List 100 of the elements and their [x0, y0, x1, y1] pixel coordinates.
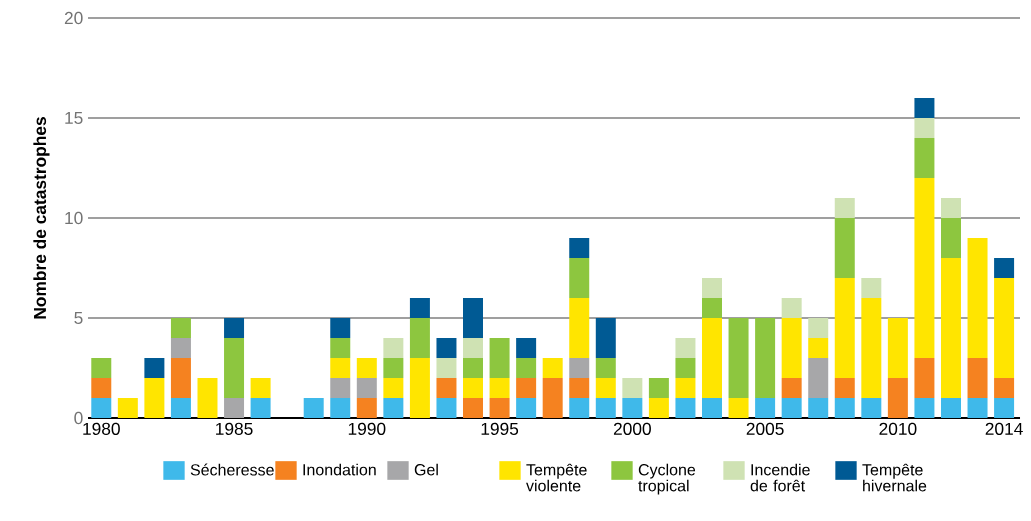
bar: [356, 398, 377, 418]
bar: [330, 338, 351, 358]
bar: [994, 378, 1015, 398]
bar: [755, 398, 776, 418]
legend-label: Inondation: [303, 463, 376, 476]
y-tick-label: 0: [74, 411, 83, 425]
bar: [648, 378, 669, 398]
bar: [781, 378, 802, 398]
bar: [463, 378, 484, 398]
x-tick-label: 2000: [613, 422, 651, 435]
bar: [409, 358, 430, 418]
bar: [250, 398, 271, 418]
bar: [224, 338, 245, 398]
bar: [330, 398, 351, 418]
bar: [409, 318, 430, 358]
x-tick-label: 2014: [985, 422, 1023, 435]
bar: [197, 378, 218, 418]
bar: [144, 358, 165, 378]
bar: [967, 398, 988, 418]
bar: [728, 318, 749, 398]
bar: [436, 378, 457, 398]
legend-label: Tempête violente: [526, 463, 587, 492]
bar: [436, 358, 457, 378]
bar: [383, 358, 404, 378]
bar: [224, 318, 245, 338]
bar: [330, 318, 351, 338]
bar: [940, 197, 961, 218]
y-tick-label: 15: [65, 111, 83, 125]
bar: [967, 358, 988, 398]
bar: [356, 378, 377, 398]
bar: [702, 318, 722, 398]
bar: [861, 298, 882, 398]
bar: [569, 298, 590, 358]
bar: [170, 358, 191, 398]
bar: [463, 398, 484, 418]
legend-label: Sécheresse: [190, 463, 274, 476]
y-tick-label: 10: [65, 211, 83, 225]
bar: [542, 378, 563, 418]
bar: [542, 358, 563, 378]
bar: [940, 398, 961, 418]
bar: [436, 338, 457, 358]
x-tick-label: 1985: [216, 422, 253, 435]
bar: [914, 118, 935, 138]
bar: [250, 378, 271, 398]
bar: [170, 318, 191, 338]
bar: [91, 398, 112, 418]
bar: [834, 378, 855, 398]
bar: [330, 358, 351, 378]
x-tick-label: 2005: [746, 422, 784, 435]
bar: [516, 378, 537, 398]
bar: [994, 398, 1015, 418]
bar: [675, 338, 696, 358]
bar: [622, 378, 643, 398]
bar: [489, 378, 510, 398]
y-axis-title: Nombre de catastrophes: [33, 117, 50, 319]
x-tick-label: 2010: [879, 422, 917, 435]
bar: [887, 318, 908, 378]
legend-label: Tempête hivernale: [862, 463, 927, 492]
bar: [861, 398, 882, 418]
bar: [702, 298, 722, 318]
legend-label: Cyclone tropical: [638, 463, 696, 495]
bar: [595, 398, 616, 418]
bar: [914, 98, 935, 118]
bar: [994, 258, 1015, 278]
bar: [914, 137, 935, 178]
bar: [383, 338, 404, 358]
bar: [303, 398, 324, 418]
bar: [967, 238, 988, 358]
bar: [728, 398, 749, 418]
bar: [702, 398, 722, 418]
bar: [808, 338, 829, 358]
bar: [569, 238, 590, 258]
bar: [755, 318, 776, 398]
bar: [436, 398, 457, 418]
bar: [516, 358, 537, 378]
bar: [489, 398, 510, 418]
bar: [861, 278, 882, 298]
bar: [224, 398, 245, 418]
bar: [834, 218, 855, 278]
y-tick-label: 5: [74, 311, 83, 325]
bar: [622, 398, 643, 418]
bar: [702, 278, 722, 298]
x-tick-label: 1995: [481, 422, 519, 435]
bar: [569, 378, 590, 398]
bar: [330, 378, 351, 398]
bar: [808, 358, 829, 398]
bar: [383, 378, 404, 398]
bar: [675, 358, 696, 378]
bar: [834, 197, 855, 218]
bar: [91, 358, 112, 378]
bar: [170, 338, 191, 358]
bar: [409, 298, 430, 318]
bar: [595, 358, 616, 378]
bar: [463, 298, 484, 338]
legend-label: Incendie de forêt: [750, 463, 810, 492]
bar: [463, 338, 484, 358]
x-tick-label: 1990: [348, 422, 386, 435]
bar: [569, 358, 590, 378]
bar: [463, 358, 484, 378]
bar: [356, 358, 377, 378]
